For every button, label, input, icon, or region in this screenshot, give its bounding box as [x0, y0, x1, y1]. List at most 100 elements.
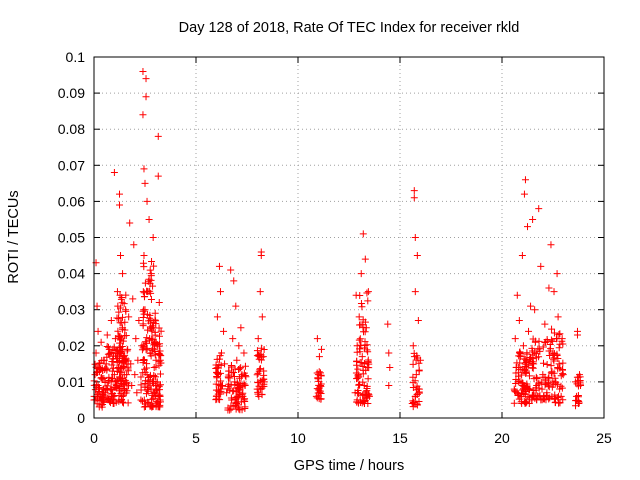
data-point-cluster: [363, 289, 371, 297]
data-point-cluster: [117, 368, 125, 376]
data-point: [149, 234, 157, 241]
data-point: [559, 371, 567, 379]
data-point-cluster: [543, 361, 551, 369]
data-point-cluster: [151, 347, 159, 355]
data-point-cluster: [510, 399, 518, 407]
data-point-cluster: [119, 313, 127, 321]
data-point: [153, 378, 161, 386]
data-point: [121, 385, 129, 393]
data-point-cluster: [523, 349, 531, 357]
data-point: [131, 371, 139, 379]
data-point-cluster: [120, 300, 128, 308]
data-point-cluster: [253, 347, 261, 355]
data-point-cluster: [139, 322, 147, 330]
data-point-cluster: [147, 352, 155, 360]
data-point-cluster: [113, 349, 121, 357]
data-point-cluster: [356, 359, 364, 367]
data-point-cluster: [541, 381, 549, 389]
data-point: [135, 317, 143, 325]
data-point-cluster: [555, 330, 563, 338]
data-point-cluster: [528, 396, 536, 404]
data-point: [258, 313, 266, 321]
data-point: [409, 342, 417, 350]
data-point: [518, 252, 526, 260]
data-point-cluster: [145, 275, 153, 283]
x-axis-label: GPS time / hours: [294, 458, 404, 474]
data-point-cluster: [362, 393, 370, 401]
data-point: [315, 353, 323, 361]
data-point: [96, 392, 104, 400]
data-point-cluster: [355, 389, 363, 397]
data-point-cluster: [154, 398, 162, 406]
data-point: [573, 331, 581, 339]
data-point-cluster: [316, 388, 324, 396]
data-point-cluster: [520, 383, 528, 391]
data-point-cluster: [554, 365, 562, 373]
data-point: [147, 270, 155, 278]
data-point-cluster: [113, 314, 121, 322]
data-point: [531, 306, 539, 314]
data-point: [113, 288, 121, 296]
data-point: [212, 392, 220, 400]
data-point-cluster: [354, 399, 362, 407]
data-point-cluster: [364, 348, 372, 356]
data-point-cluster: [217, 385, 225, 393]
data-point-cluster: [547, 362, 555, 370]
data-point: [577, 382, 585, 390]
data-point: [220, 327, 228, 335]
data-point: [223, 389, 231, 397]
data-point: [142, 93, 150, 101]
data-point: [93, 302, 101, 310]
data-point-cluster: [139, 359, 147, 367]
data-point: [139, 67, 147, 75]
x-tick-label: 20: [494, 430, 510, 446]
data-point-cluster: [538, 385, 546, 393]
data-point: [100, 356, 108, 364]
y-tick-label: 0.01: [58, 374, 85, 390]
data-point: [241, 382, 249, 390]
data-point-cluster: [556, 330, 564, 338]
data-point: [228, 396, 236, 404]
data-point: [356, 396, 364, 404]
data-point: [126, 219, 134, 227]
data-point-cluster: [142, 346, 150, 354]
data-point: [148, 324, 156, 332]
data-point-cluster: [120, 384, 128, 392]
data-point: [142, 75, 150, 83]
data-point-cluster: [360, 359, 368, 367]
data-point: [125, 313, 133, 321]
data-point: [254, 335, 262, 343]
data-point: [260, 378, 268, 386]
data-point: [522, 367, 530, 375]
data-point-cluster: [554, 355, 562, 363]
data-point-cluster: [148, 396, 156, 404]
data-point-cluster: [153, 397, 161, 405]
data-point-cluster: [364, 399, 372, 407]
grid-lines: [94, 57, 604, 418]
data-point-cluster: [103, 365, 111, 373]
data-point-cluster: [528, 364, 536, 372]
data-point-cluster: [525, 399, 533, 407]
data-point-cluster: [214, 364, 222, 372]
data-point: [94, 327, 102, 335]
data-point: [572, 392, 580, 400]
data-point: [360, 382, 368, 390]
data-point: [555, 360, 563, 368]
data-point: [233, 356, 241, 364]
data-point: [213, 313, 221, 321]
data-point: [316, 382, 324, 390]
data-point-cluster: [230, 387, 238, 395]
data-point: [364, 288, 372, 296]
data-point-cluster: [94, 365, 102, 373]
data-point-cluster: [415, 366, 423, 374]
data-point: [128, 382, 136, 390]
data-point-cluster: [237, 364, 245, 372]
data-point: [155, 298, 163, 306]
plot-frame: [93, 56, 605, 419]
data-point-cluster: [142, 364, 150, 372]
data-point-cluster: [95, 387, 103, 395]
data-point-cluster: [550, 350, 558, 358]
data-point: [535, 205, 543, 213]
data-point: [312, 392, 320, 400]
data-point-cluster: [541, 338, 549, 346]
